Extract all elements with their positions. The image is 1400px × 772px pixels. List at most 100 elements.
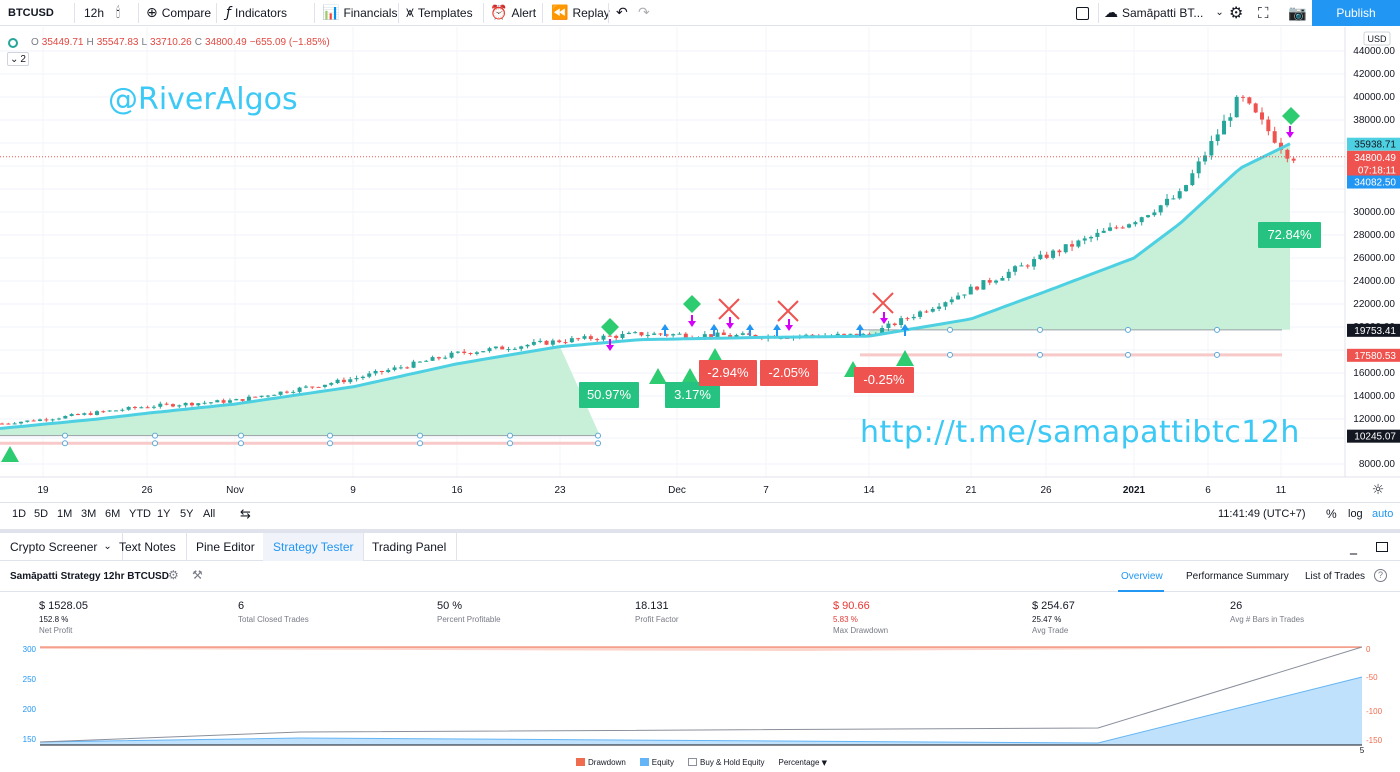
candle-body [1108, 227, 1113, 231]
price-tick-label: 38000.00 [1353, 115, 1395, 126]
trade-result-label: 3.17% [674, 387, 711, 402]
candle-body [1266, 119, 1271, 132]
candle-body [145, 407, 150, 409]
trade-result-label: -2.94% [707, 365, 749, 380]
strategy-title: Samāpatti Strategy 12hr BTCUSD [10, 571, 169, 582]
log-scale-toggle[interactable]: log [1348, 508, 1363, 520]
drawdown-area [40, 647, 1362, 651]
candle-body [582, 336, 587, 339]
tab-crypto-screener[interactable]: Crypto Screener ⌄ [0, 533, 123, 561]
layout-select[interactable]: ☁ Samāpatti BT... ⌄ [1104, 0, 1224, 26]
candle-body [468, 352, 473, 354]
undo-icon: ↶ [616, 5, 628, 21]
candle-body [683, 333, 688, 338]
chart-type-button[interactable]: 🕯 [116, 0, 120, 26]
publish-button[interactable]: Publish [1312, 0, 1400, 26]
timeframe-5d[interactable]: 5D [34, 508, 49, 520]
tab-strategy-tester[interactable]: Strategy Tester [263, 533, 365, 561]
timeframe-3m[interactable]: 3M [81, 508, 97, 520]
price-chart[interactable]: 50.97% 3.17% -2.94% -2.05% -0.25% 72.84% USD 44… [0, 27, 1400, 502]
candle-body [728, 335, 733, 337]
alert-button[interactable]: ⏰ Alert [490, 0, 536, 26]
candle-body [880, 327, 885, 335]
strategy-source-button[interactable]: ⚒ [192, 569, 203, 582]
candle-body [702, 334, 707, 338]
time-tick-label: 11 [1276, 485, 1287, 496]
candles-icon: 🕯 [116, 5, 120, 21]
indicators-button[interactable]: ƒ Indicators [226, 0, 287, 26]
timeframe-1m[interactable]: 1M [57, 508, 73, 520]
chart-area[interactable]: 50.97% 3.17% -2.94% -2.05% -0.25% 72.84% USD 44… [0, 27, 1400, 502]
auto-scale-toggle[interactable]: auto [1372, 508, 1394, 520]
bottom-panel-tabs: Crypto Screener ⌄ Text Notes Pine Editor … [0, 529, 1400, 561]
candle-body [569, 338, 574, 343]
compare-button[interactable]: ⊕ Compare [146, 0, 211, 26]
legend-buyhold[interactable]: Buy & Hold Equity [688, 758, 765, 767]
stat-label: Percent Profitable [437, 615, 501, 624]
help-button[interactable]: ? [1374, 569, 1387, 582]
candle-body [455, 351, 460, 353]
templates-button[interactable]: ⩙ Templates [406, 0, 473, 26]
visibility-dot-icon[interactable] [8, 37, 18, 48]
axis-settings-icon[interactable]: ☼ [1372, 482, 1385, 498]
level-marker [417, 440, 423, 447]
redo-button[interactable]: ↷ [638, 0, 650, 26]
legend-drawdown-label: Drawdown [588, 758, 626, 767]
timeframe-6m[interactable]: 6M [105, 508, 121, 520]
maximize-panel-button[interactable] [1376, 533, 1388, 561]
candle-body [1000, 277, 1005, 281]
tab-trading-panel[interactable]: Trading Panel [362, 533, 458, 561]
tab-text-notes[interactable]: Text Notes [109, 533, 187, 561]
candle-body [658, 333, 663, 335]
timeframe-1y[interactable]: 1Y [157, 508, 171, 520]
undo-button[interactable]: ↶ [616, 0, 628, 26]
tab-pine-editor[interactable]: Pine Editor [186, 533, 266, 561]
settings-button[interactable]: ⚙ [1229, 0, 1243, 26]
legend-drawdown[interactable]: Drawdown [576, 758, 626, 767]
percentage-dropdown[interactable]: Percentage ▼ [779, 758, 828, 767]
timeframe-1d[interactable]: 1D [12, 508, 27, 520]
candle-body [607, 335, 612, 337]
percent-scale-toggle[interactable]: % [1326, 507, 1337, 521]
financials-button[interactable]: 📊 Financials [322, 0, 397, 26]
timeframe-5y[interactable]: 5Y [180, 508, 194, 520]
stat-sub: 152.8 % [39, 615, 69, 624]
price-tag [1347, 150, 1400, 164]
candle-body [715, 332, 720, 338]
candle-body [132, 406, 137, 408]
clock-readout[interactable]: 11:41:49 (UTC+7) [1218, 508, 1306, 520]
strategy-settings-button[interactable]: ⚙ [168, 569, 179, 582]
candle-body [519, 346, 524, 349]
candle-body [1057, 250, 1062, 253]
stat-max-drawdown: $ 90.66 5.83 % Max Drawdown [833, 600, 888, 635]
minimize-panel-button[interactable]: _ [1350, 533, 1357, 561]
candle-body [208, 402, 213, 404]
goto-date-button[interactable]: ⇆ [240, 508, 251, 521]
rewind-icon: ⏪ [551, 5, 569, 21]
timeframe-ytd[interactable]: YTD [129, 508, 151, 520]
level-marker [238, 432, 244, 439]
indicator-collapse-button[interactable]: ⌄ 2 [7, 52, 29, 66]
level-marker [62, 440, 68, 447]
maximize-icon [1376, 542, 1388, 552]
equity-x-tick: 5 [1360, 746, 1365, 755]
tab-overview[interactable]: Overview [1121, 571, 1163, 582]
interval-button[interactable]: 12h [84, 6, 105, 20]
candle-body [316, 386, 321, 388]
timeframe-all[interactable]: All [203, 508, 216, 520]
snapshot-button[interactable]: 📷 [1288, 0, 1307, 26]
replay-button[interactable]: ⏪ Replay [551, 0, 610, 26]
candle-body [968, 286, 973, 295]
stat-label: Total Closed Trades [238, 615, 309, 624]
legend-equity[interactable]: Equity [639, 758, 674, 767]
level-marker [595, 432, 601, 439]
candle-body [930, 308, 935, 312]
tab-performance-summary[interactable]: Performance Summary [1186, 571, 1289, 582]
candle-body [88, 413, 93, 415]
symbol-search[interactable]: BTCUSD [8, 7, 54, 19]
tab-list-of-trades[interactable]: List of Trades [1305, 571, 1366, 582]
layout-square-button[interactable] [1076, 0, 1089, 26]
level-marker [1037, 351, 1043, 358]
candle-body [348, 379, 353, 383]
fullscreen-button[interactable]: ⛶ [1258, 0, 1269, 26]
